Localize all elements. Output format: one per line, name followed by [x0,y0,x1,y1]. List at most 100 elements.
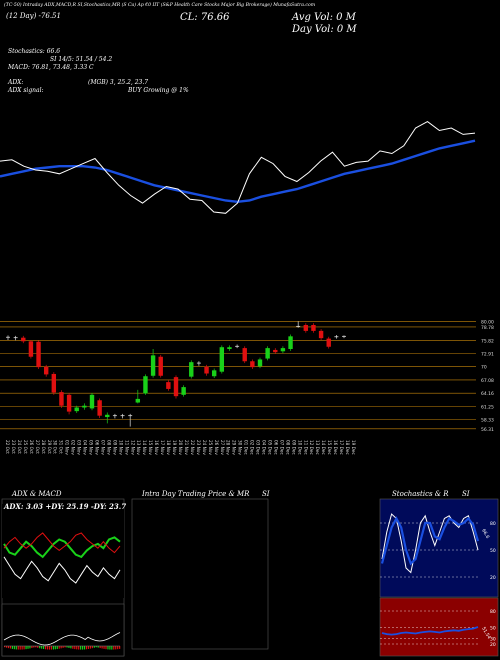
date-tick-label: 23 Oct [11,440,16,454]
date-tick-label: 14 Nov [142,440,147,455]
macd-histogram-bar [101,646,103,649]
buy-signal: BUY Growing @ 1% [128,87,189,94]
macd-histogram-bar [62,646,64,648]
macd-histogram-bar [4,646,6,648]
macd-histogram-bar [93,646,95,648]
si-tick-label: 80 [490,609,496,615]
candle-body [288,336,293,350]
si-panel [379,597,499,657]
macd-histogram-bar [103,646,105,649]
date-tick-label: 18 Nov [166,440,171,455]
candle-body [250,361,255,368]
date-tick-label: 11 Dec [303,440,308,455]
macd-histogram-bar [66,646,68,648]
date-tick-label: 17 Nov [160,440,165,455]
macd-histogram-bar [99,646,101,649]
date-tick-label: 30 Nov [238,440,243,455]
price-levels [0,321,476,430]
macd-histogram-bar [27,646,29,649]
price-tick-label: 80.00 [481,319,494,325]
date-tick-label: 15 Nov [148,440,153,455]
macd-histogram-bar [80,646,82,650]
candle-body [59,392,64,406]
macd-histogram-bar [9,646,12,649]
day-volume: Day Vol: 0 M [292,24,357,35]
date-tick-label: 05 Dec [267,440,272,455]
date-tick-label: 01 Nov [65,440,70,455]
macd-histogram-bar [29,646,31,649]
candle-body [273,349,278,353]
macd-histogram-bar [37,646,39,648]
candle-body [181,387,186,395]
moving-average-line [0,139,476,204]
stoch-series-line [381,513,479,574]
price-tick-label: 72.91 [481,352,494,358]
candle-body [311,324,316,331]
stoch-value-label: 66.6 [480,528,490,540]
macd-histogram-bar [109,646,111,650]
macd-histogram-bar [13,646,15,650]
date-tick-label: 12 Nov [130,440,135,455]
date-tick-label: 21 Nov [184,440,189,455]
date-tick-label: 26 Nov [214,440,219,455]
date-tick-label: 28 Oct [41,440,46,454]
date-tick-label: 02 Nov [71,440,76,455]
macd-readout: MACD: 76.81, 73.48, 3.33 C [8,64,94,71]
date-tick-label: 03 Dec [256,440,261,455]
price-tick-label: 61.25 [481,404,494,410]
date-tick-label: 22 Nov [190,440,195,455]
candle-body [135,398,141,403]
date-tick-label: 08 Nov [106,440,111,455]
macd-histogram-bar [7,646,10,649]
candle-body [43,366,49,375]
intraday-subtitle: SI [262,490,270,498]
macd-histogram-bar [72,646,74,649]
date-tick-label: 04 Dec [262,440,267,455]
date-tick-label: 13 Dec [315,440,320,455]
candle-body [82,405,87,408]
macd-histogram-bar [48,646,51,650]
date-tick-label: 28 Nov [226,440,231,455]
macd-histogram-bar [76,646,78,650]
date-tick-label: 10 Dec [297,440,302,455]
stochastics-title: Stochastics & R [392,490,449,498]
stoch-tick-label: 20 [490,575,496,581]
macd-histogram-bar [5,646,8,648]
price-tick-label: 64.16 [481,391,494,397]
date-tick-label: 18 Dec [345,440,350,455]
date-axis-labels: 22 Oct 23 Oct 24 Oct 25 Oct 26 Oct 27 Oct 28 O… [5,440,356,455]
candle-body [189,362,194,377]
candle-body [227,347,232,350]
macd-histogram-bar [117,646,119,650]
date-tick-label: 10 Nov [118,440,123,455]
date-tick-label: 08 Dec [285,440,290,455]
macd-histogram-bar [50,646,52,650]
date-tick-label: 29 Oct [47,440,52,454]
date-tick-label: 09 Dec [291,440,296,455]
adx-subtitle: ADX: 3.03 +DY: 25.19 -DY: 23.7 [4,502,127,511]
adx-label: ADX: [8,79,24,86]
macd-histogram-bar [19,646,21,650]
price-tick-label: 67.08 [481,378,494,384]
candle-body [143,376,148,394]
macd-histogram-bar [87,646,90,649]
si-series-line [381,626,479,636]
candle-body [204,366,209,374]
date-tick-label: 14 Dec [321,440,326,455]
adx-macd-title: ADX & MACD [12,490,62,498]
macd-histogram-bar [89,646,91,649]
macd-histogram-bar [11,646,13,649]
macd-histogram-bar [83,646,86,650]
date-tick-label: 07 Dec [279,440,284,455]
macd-histogram-bar [115,646,117,650]
candle-body [265,348,270,359]
si-tick-label: 30 [490,637,496,643]
macd-histogram-bar [23,646,25,650]
date-tick-label: 24 Oct [17,440,22,454]
stochastics-panel [379,498,499,598]
macd-histogram-bar [33,646,35,648]
date-tick-label: 23 Nov [196,440,201,455]
macd-histogram-bar [74,646,76,650]
